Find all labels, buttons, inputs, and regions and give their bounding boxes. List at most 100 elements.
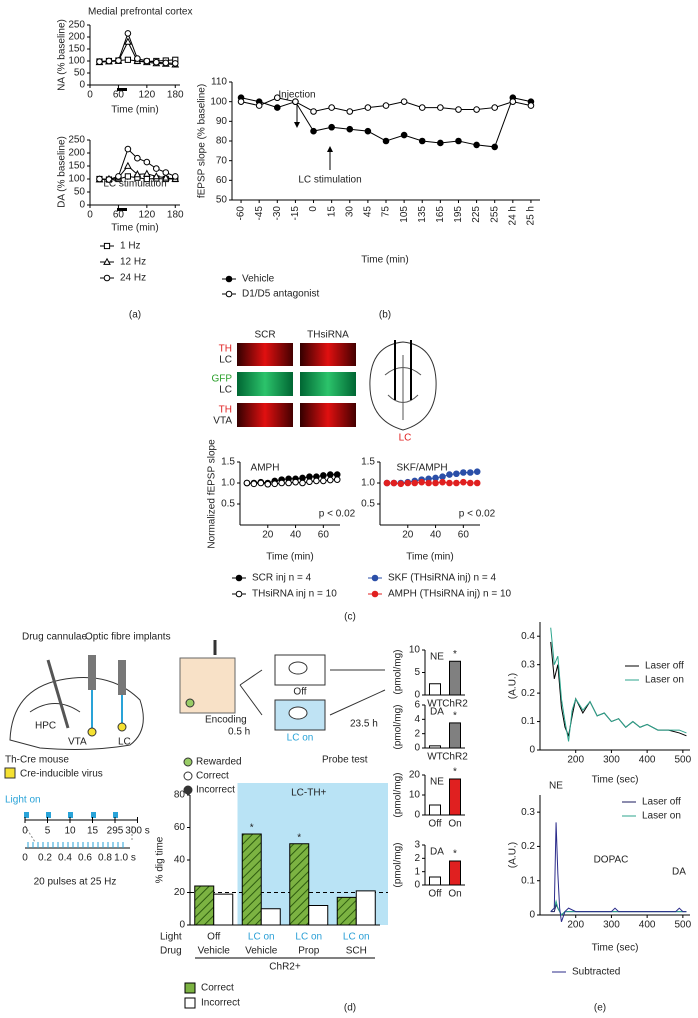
legend-text: Incorrect xyxy=(196,785,235,796)
bar xyxy=(308,905,329,926)
x-tick-label: WT xyxy=(427,699,443,710)
x-tick-label: 60 xyxy=(318,530,330,541)
label: 0.5 h xyxy=(228,727,250,738)
arrow-head xyxy=(327,146,333,152)
data-point xyxy=(143,158,151,166)
x-tick-label: -30 xyxy=(272,206,283,221)
data-point xyxy=(333,476,341,483)
y-tick-label: 40 xyxy=(174,855,186,866)
legend-text: 12 Hz xyxy=(120,257,146,268)
data-point xyxy=(400,131,408,139)
x-tick-label: ChR2 xyxy=(442,699,468,710)
label: Probe test xyxy=(322,755,368,766)
mouse xyxy=(288,706,308,720)
y-tick-label: 60 xyxy=(174,822,186,833)
data-point xyxy=(171,173,179,180)
y-tick-label: 0.2 xyxy=(521,841,535,852)
x-tick-label: 60 xyxy=(113,90,125,101)
timeline-tick-label: 1.0 s xyxy=(114,853,136,864)
y-tick-label: 0 xyxy=(79,80,85,91)
row-label: Drug xyxy=(160,946,182,957)
y-tick-label: 0 xyxy=(529,910,535,921)
light-label: LC on xyxy=(343,932,370,943)
y-tick-label: 1 xyxy=(414,866,420,877)
y-tick-label: 80 xyxy=(174,790,186,801)
row-label: TH xyxy=(219,344,232,355)
virus xyxy=(87,727,97,737)
column-label: SCR xyxy=(254,330,275,341)
cannula xyxy=(46,659,70,729)
y-axis-label: (pmol/mg) xyxy=(393,772,404,817)
dig-site xyxy=(185,698,195,708)
y-axis-label: (pmol/mg) xyxy=(393,704,404,749)
y-tick-label: 5 xyxy=(414,667,420,678)
annotation: LC stimulation xyxy=(298,175,361,186)
data-point xyxy=(161,173,170,181)
y-tick-label: 0.1 xyxy=(521,875,535,886)
legend-marker xyxy=(183,771,193,781)
label: Optic fibre implants xyxy=(85,632,171,643)
y-tick-label: 90 xyxy=(216,116,228,127)
y-axis-label: fEPSP slope (% baseline) xyxy=(197,84,208,198)
y-tick-label: 3 xyxy=(414,840,420,851)
timeline-tick-label: 0.2 xyxy=(38,853,52,864)
stim-bar xyxy=(117,208,127,211)
legend-text: Laser on xyxy=(642,811,681,822)
data-point xyxy=(273,94,281,102)
x-axis-label: Time (min) xyxy=(111,223,158,234)
timeline-tick-label: 15 xyxy=(87,826,99,837)
x-axis-label: Time (sec) xyxy=(592,943,639,954)
data-point xyxy=(105,57,113,65)
light-label: LC on xyxy=(295,932,322,943)
timeline-tick-label: 5 xyxy=(45,826,51,837)
data-point xyxy=(437,139,444,147)
annotation: SKF/AMPH xyxy=(396,463,447,474)
data-point xyxy=(346,108,354,115)
label: Th-Cre mouse xyxy=(5,755,69,766)
y-axis-label: % dig time xyxy=(155,836,166,883)
chart-label: NE xyxy=(430,777,444,788)
x-tick-label: 195 xyxy=(453,206,464,223)
data-point xyxy=(134,55,141,62)
significance: * xyxy=(453,711,457,722)
legend-text: SCR inj n = 4 xyxy=(252,573,312,584)
row-label: LC xyxy=(219,355,232,366)
x-tick-label: 60 xyxy=(458,530,470,541)
x-tick-label: 180 xyxy=(167,210,184,221)
fibre xyxy=(88,655,96,690)
virus xyxy=(117,722,127,732)
data-point xyxy=(306,478,313,486)
x-tick-label: 400 xyxy=(639,920,656,931)
bar xyxy=(241,833,262,926)
data-point xyxy=(237,98,245,105)
data-point xyxy=(292,98,299,105)
x-tick-label: 300 xyxy=(603,755,620,766)
row-label: VTA xyxy=(213,416,232,427)
x-tick-label: 135 xyxy=(417,206,428,223)
legend-text: Subtracted xyxy=(572,967,620,978)
bar xyxy=(429,804,441,816)
data-point xyxy=(153,58,160,66)
legend-text: Laser on xyxy=(645,675,684,686)
x-tick-label: 120 xyxy=(138,210,155,221)
data-point xyxy=(250,480,258,488)
data-point xyxy=(404,479,412,487)
y-tick-label: 6 xyxy=(414,700,420,711)
timeline-tick-label: 0.6 xyxy=(78,853,92,864)
legend-text: Incorrect xyxy=(201,998,240,1009)
data-point xyxy=(453,479,460,487)
y-tick-label: 200 xyxy=(68,32,85,43)
series-line xyxy=(550,899,687,916)
data-point xyxy=(273,104,281,111)
bar xyxy=(289,843,310,926)
x-tick-label: Off xyxy=(428,819,441,830)
data-point xyxy=(446,471,453,478)
data-point xyxy=(473,468,481,475)
timeline-tick-label: 295 xyxy=(107,826,124,837)
x-tick-label: 180 xyxy=(167,90,184,101)
zoom-line xyxy=(24,825,133,843)
legend-text: Correct xyxy=(201,983,234,994)
chart-label: DA xyxy=(430,847,444,858)
label: Off xyxy=(293,687,306,698)
x-tick-label: Vehicle xyxy=(245,946,278,957)
